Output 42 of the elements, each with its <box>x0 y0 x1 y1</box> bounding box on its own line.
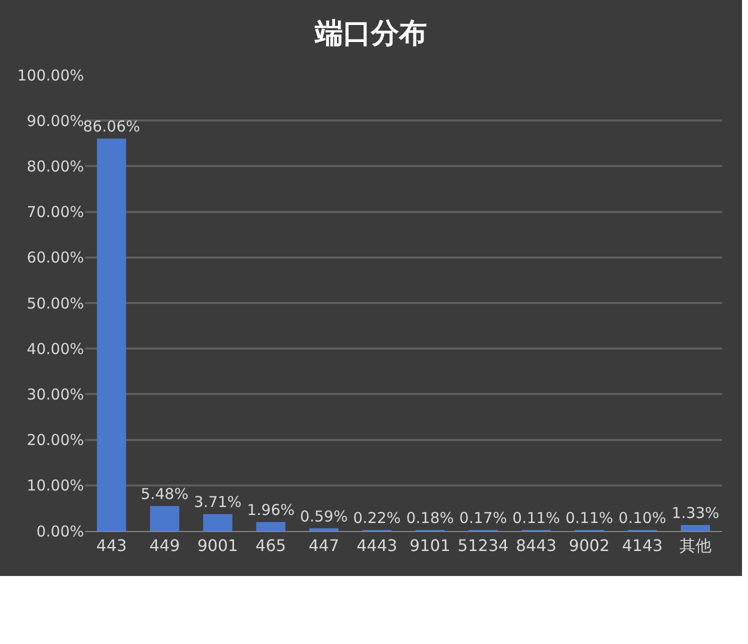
x-tick-label: 4443 <box>356 536 398 556</box>
bar <box>256 522 286 531</box>
y-tick-label: 10.00% <box>26 476 84 495</box>
x-tick-label: 9001 <box>197 536 238 556</box>
x-tick-label: 447 <box>308 536 340 556</box>
data-label: 0.10% <box>618 509 666 527</box>
y-tick-label: 60.00% <box>26 248 84 267</box>
y-tick-label: 30.00% <box>26 385 84 404</box>
data-label: 0.11% <box>512 509 560 527</box>
y-tick-label: 70.00% <box>26 203 84 222</box>
x-tick-label: 9101 <box>410 536 450 556</box>
y-tick-label: 100.00% <box>17 66 84 84</box>
data-label: 5.48% <box>140 485 188 504</box>
bar <box>309 528 338 531</box>
data-label: 3.71% <box>194 493 242 512</box>
data-label: 0.17% <box>459 509 507 527</box>
data-label: 0.18% <box>406 509 454 527</box>
data-label: 1.96% <box>246 501 295 520</box>
x-tick-label: 8443 <box>516 536 557 556</box>
chart-title: 端口分布 <box>314 16 427 50</box>
x-tick-label: 4143 <box>622 536 663 556</box>
x-tick-label: 51234 <box>458 536 509 556</box>
x-tick-label: 其他 <box>679 536 712 556</box>
data-label: 0.59% <box>300 507 348 526</box>
bar <box>680 524 710 531</box>
y-tick-label: 40.00% <box>26 340 84 358</box>
data-label: 1.33% <box>672 504 720 522</box>
y-tick-label: 20.00% <box>26 431 84 450</box>
y-tick-label: 90.00% <box>26 112 84 130</box>
y-tick-label: 50.00% <box>26 294 84 312</box>
bar <box>203 514 232 531</box>
data-label: 86.06% <box>82 118 140 136</box>
data-label: 0.11% <box>565 509 614 527</box>
bar <box>150 506 180 531</box>
x-tick-label: 449 <box>149 536 180 556</box>
y-tick-label: 80.00% <box>26 157 84 176</box>
y-tick-label: 0.00% <box>36 522 84 540</box>
x-tick-label: 465 <box>256 536 286 556</box>
data-label: 0.22% <box>353 509 401 527</box>
bar <box>96 138 126 531</box>
x-tick-label: 9002 <box>568 536 610 556</box>
x-tick-label: 443 <box>96 536 127 556</box>
